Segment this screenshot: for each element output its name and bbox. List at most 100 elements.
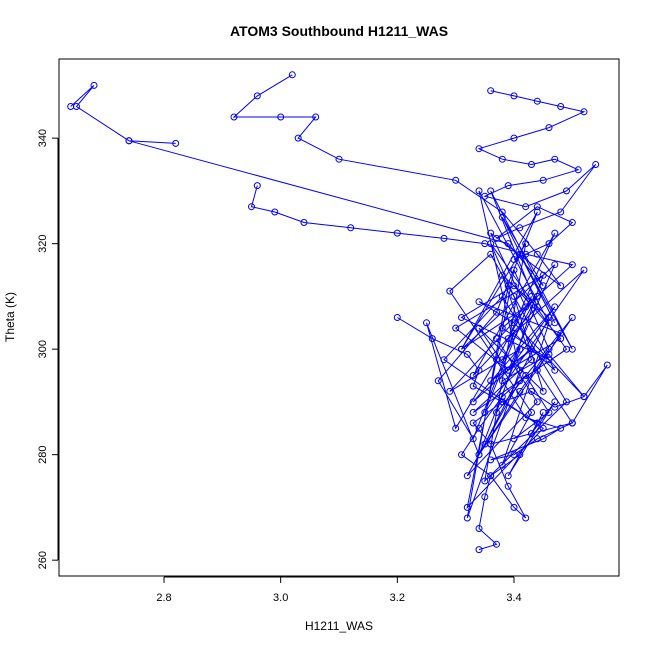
data-point [469,382,477,390]
data-point [475,145,483,153]
y-tick-label: 260 [37,551,49,569]
data-point [458,451,465,459]
data-point [510,256,518,263]
data-point [423,319,430,327]
data-point [528,161,535,168]
data-point [539,176,547,184]
data-point [510,134,518,142]
data-point [498,208,506,216]
data-point [271,208,279,216]
data-point [603,361,611,369]
y-tick-label: 340 [37,129,49,147]
data-point [469,435,477,443]
data-point [510,92,518,100]
data-point [452,424,460,432]
data-point [73,103,80,110]
data-point [498,324,506,332]
data-point [528,409,535,416]
data-point [545,124,553,132]
data-point [551,155,559,163]
series-line [232,74,568,477]
data-point [539,271,547,279]
data-point [533,292,541,300]
data-point [475,187,483,195]
data-point [563,345,570,353]
data-point [487,250,495,258]
data-point [528,345,535,353]
data-point [533,419,541,427]
data-point [498,155,506,163]
data-point [504,366,512,374]
x-tick-label: 3.4 [506,592,521,604]
data-point [172,139,180,147]
data-point [510,435,518,443]
data-point [522,303,530,311]
data-point [533,208,541,216]
data-point [294,134,302,142]
data-point [568,261,576,269]
y-axis-label: Theta (K) [3,292,17,342]
data-point [487,229,495,237]
data-point [528,387,535,395]
data-point [487,456,495,464]
data-point [493,308,500,316]
data-point [446,287,454,295]
data-point [463,472,471,480]
data-point [440,356,448,364]
y-tick-label: 320 [37,234,49,252]
data-point [557,424,565,432]
data-point [592,161,600,168]
data-point [475,366,483,374]
data-point [428,335,436,343]
data-point [481,477,489,485]
data-point [551,403,559,411]
data-point [580,393,588,401]
data-point [551,398,559,406]
series-line [477,90,597,260]
data-point [493,409,500,416]
data-point [498,377,506,385]
data-point [487,377,495,385]
data-point [277,113,285,121]
data-point [568,419,576,427]
data-point [469,419,477,427]
data-point [498,398,506,406]
data-point [557,208,565,216]
data-point [516,345,524,353]
data-point [487,440,495,448]
data-point [125,137,133,145]
data-point [481,493,489,501]
data-point [539,435,547,443]
data-point [580,108,588,116]
data-point [568,314,576,321]
data-point [510,266,518,274]
data-point [545,356,553,364]
data-point [545,240,553,248]
data-point [487,472,495,480]
data-point [504,182,512,190]
x-axis: 2.8 3.0 3.2 3.4 [156,576,522,604]
data-point [458,314,465,321]
data-point [469,409,477,416]
data-point [522,372,530,379]
data-point [463,350,471,358]
data-point [568,219,576,226]
data-point [493,540,500,548]
data-point [551,261,559,269]
data-point [452,176,460,184]
series-layer [67,71,611,554]
x-tick-label: 3.2 [390,592,405,604]
data-point [557,103,565,110]
data-point [288,71,296,79]
data-point [440,234,448,242]
data-point [510,282,518,290]
data-point [487,87,495,95]
data-point [498,356,506,364]
data-point [493,234,500,242]
data-point [452,324,460,332]
data-point [481,192,489,200]
data-point [230,113,238,121]
data-point [539,424,547,432]
data-point [504,482,512,490]
